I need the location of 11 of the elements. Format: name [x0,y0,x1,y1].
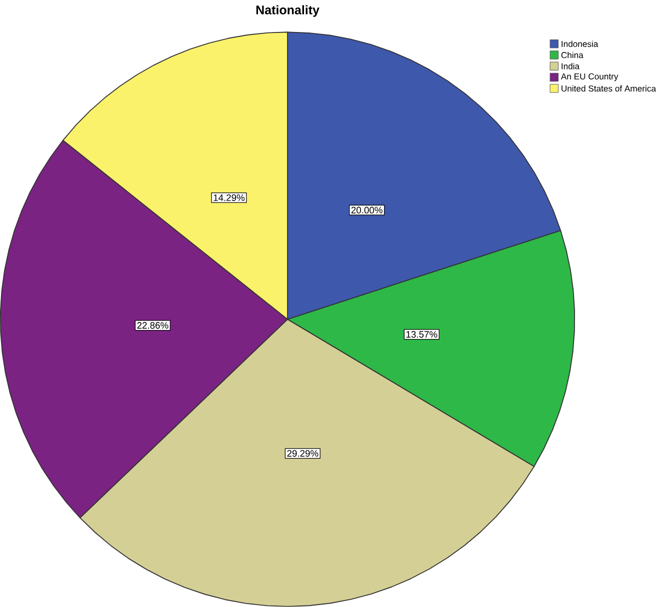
legend-label: India [562,63,580,70]
data-label: 14.29% [214,194,245,202]
data-label: 22.86% [137,322,168,329]
legend-label: An EU Country [560,73,618,82]
data-label: 20.00% [351,206,382,214]
legend-label: China [561,52,584,58]
data-label: 13.57% [406,331,438,338]
chart-title: Nationality [256,5,320,17]
legend-label: Indonesia [562,40,598,48]
data-label: 29.29% [287,450,318,457]
legend-label: United States of America [562,85,656,92]
